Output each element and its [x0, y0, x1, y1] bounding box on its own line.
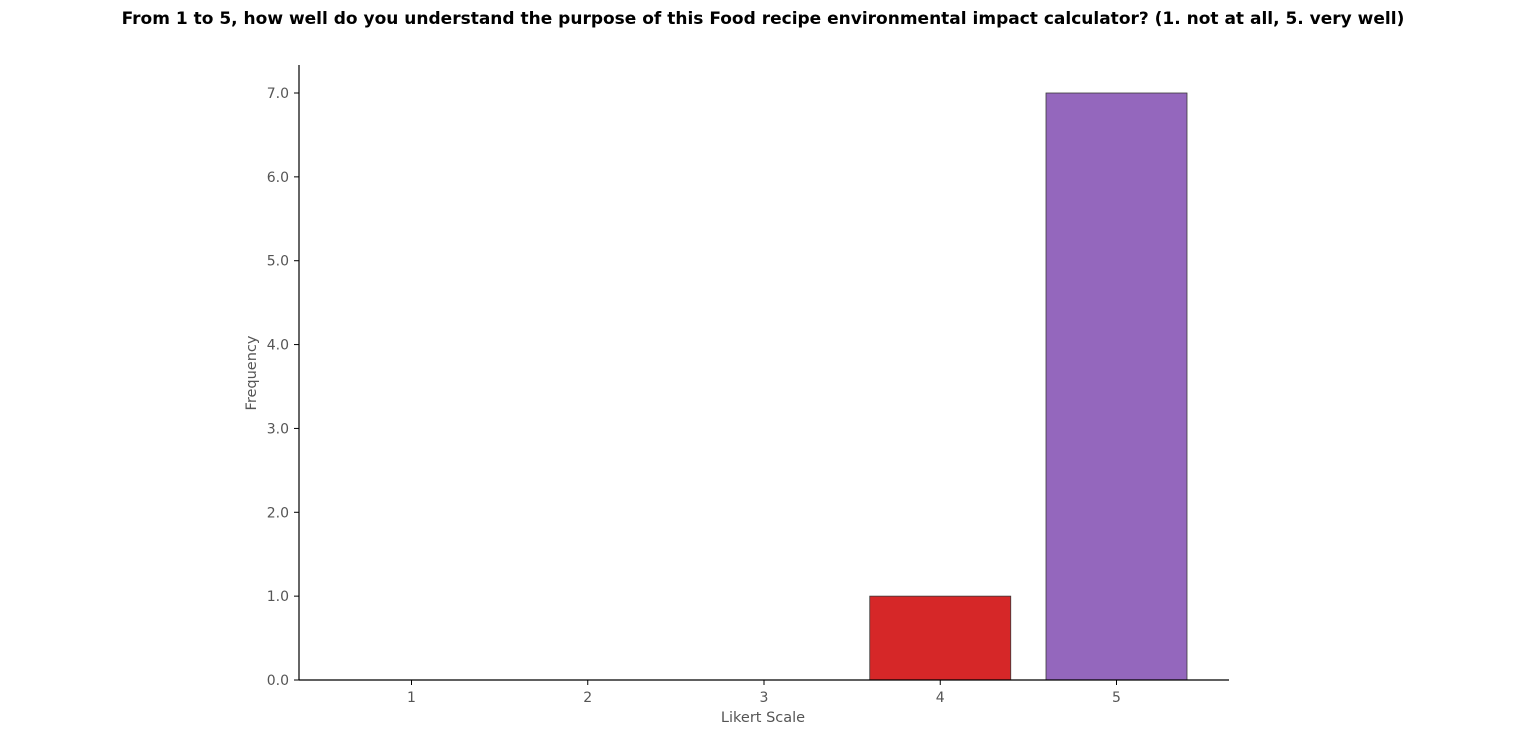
x-tick-label: 3 — [760, 690, 769, 706]
x-tick-label: 4 — [936, 690, 945, 706]
x-ticks-group: 1 2 3 4 5 — [407, 680, 1121, 706]
y-axis-label: Frequency — [244, 335, 260, 410]
y-tick-label: 3.0 — [267, 421, 289, 437]
x-axis-label: Likert Scale — [721, 710, 805, 726]
y-tick-label: 6.0 — [267, 170, 289, 186]
y-tick-label: 0.0 — [267, 673, 289, 689]
y-tick-label: 4.0 — [267, 338, 289, 354]
y-tick-label: 1.0 — [267, 589, 289, 605]
x-tick-label: 5 — [1112, 690, 1121, 706]
y-tick-label: 7.0 — [267, 86, 289, 102]
x-tick-label: 2 — [583, 690, 592, 706]
y-tick-label: 5.0 — [267, 254, 289, 270]
bar-4 — [869, 595, 1012, 681]
y-ticks-group: 0.0 1.0 2.0 3.0 4.0 5.0 6.0 7.0 — [267, 86, 299, 689]
bars-group — [869, 92, 1188, 681]
y-tick-label: 2.0 — [267, 505, 289, 521]
chart-title: From 1 to 5, how well do you understand … — [122, 9, 1405, 29]
bar-5 — [1045, 92, 1188, 681]
x-tick-label: 1 — [407, 690, 416, 706]
